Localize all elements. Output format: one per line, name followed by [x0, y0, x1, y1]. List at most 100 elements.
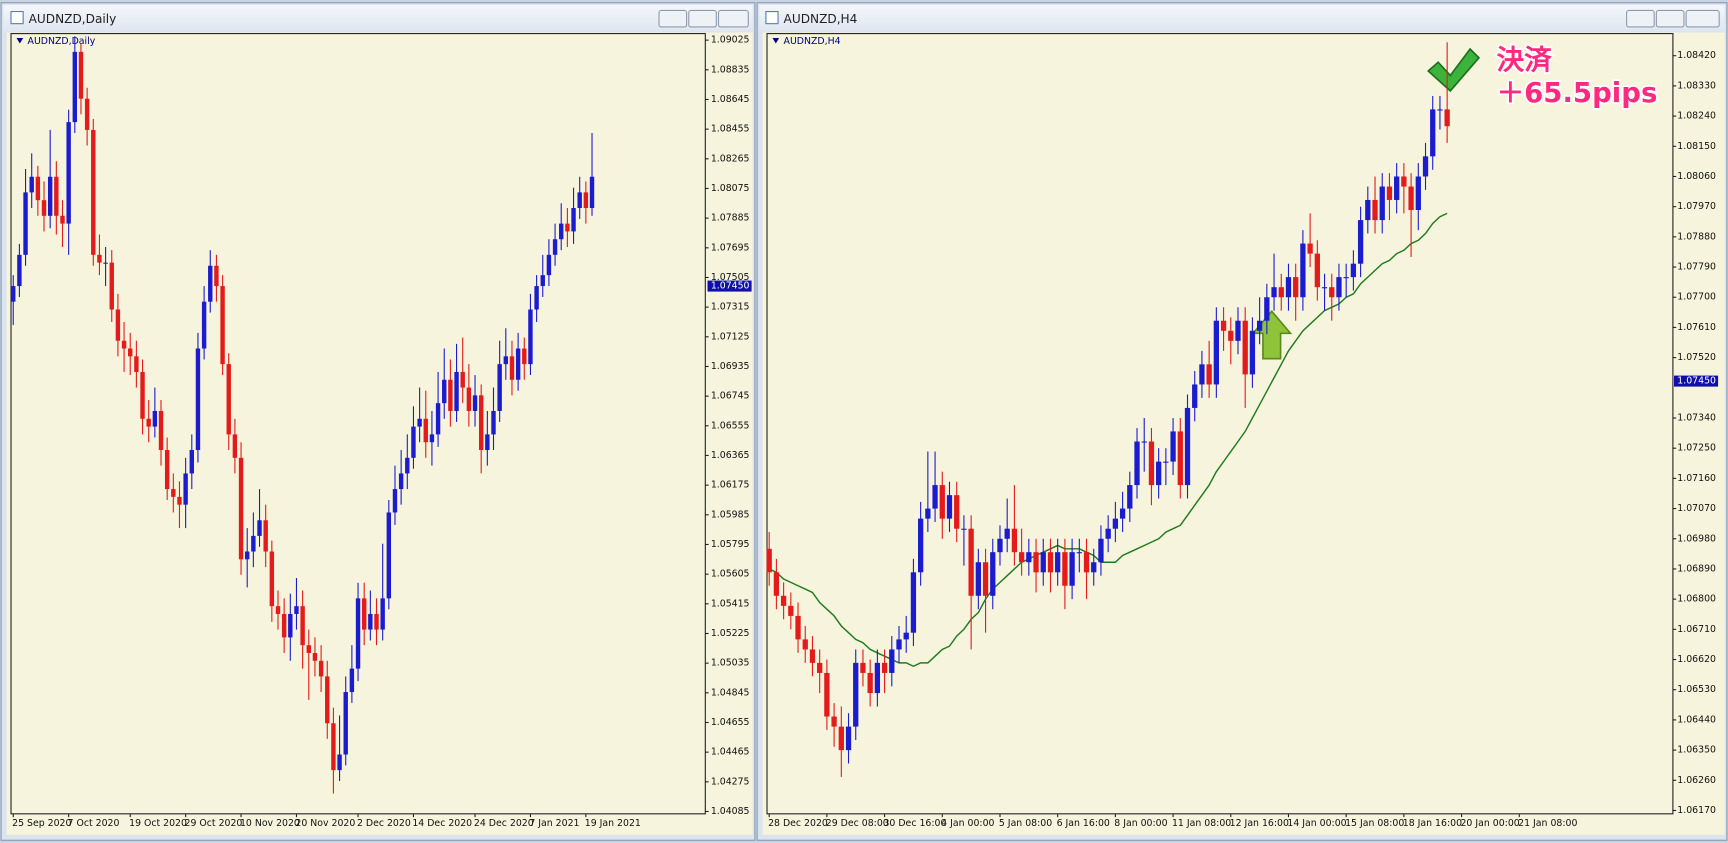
close-button[interactable] [1685, 9, 1720, 28]
candle-body [1026, 552, 1032, 563]
candle-body [47, 176, 53, 216]
x-tick-label: 28 Dec 2020 [768, 818, 828, 829]
candle-body [140, 371, 145, 419]
candle-body [997, 538, 1003, 553]
candle-body [275, 606, 281, 614]
annotation: 決済 [1497, 44, 1553, 76]
candle-body [1408, 186, 1414, 211]
candle-body [423, 418, 428, 443]
y-tick-label: 1.08455 [711, 124, 750, 135]
candle-body [1177, 431, 1183, 486]
candle-body [171, 489, 176, 497]
maximize-button[interactable] [1655, 9, 1685, 28]
y-tick-label: 1.06555 [711, 420, 750, 431]
candle-body [72, 51, 78, 123]
x-tick-label: 24 Dec 2020 [474, 818, 534, 829]
x-tick-label: 15 Jan 08:00 [1345, 818, 1404, 829]
candle-body [1091, 562, 1097, 573]
y-tick-label: 1.05605 [711, 569, 750, 580]
candle-body [845, 726, 852, 751]
candle-body [954, 495, 960, 529]
candle-body [337, 754, 342, 771]
candle-body [1192, 384, 1198, 408]
current-price-label: 1.07450 [1677, 376, 1716, 387]
candle-body [1343, 277, 1349, 279]
candle-body [910, 572, 917, 633]
candle-body [1220, 320, 1227, 331]
candle-body [1386, 186, 1393, 200]
y-tick-label: 1.08420 [1677, 50, 1716, 61]
candle-body [158, 410, 164, 451]
candle-body [361, 598, 367, 630]
candle-body [1430, 109, 1436, 157]
maximize-button[interactable] [688, 9, 717, 28]
candle-body [1437, 109, 1443, 111]
candle-body [245, 551, 250, 560]
candle-body [589, 176, 595, 208]
y-tick-label: 1.06745 [711, 391, 750, 402]
candle-body [164, 450, 170, 490]
candle-body [1141, 441, 1147, 443]
candle-body [889, 649, 895, 673]
y-tick-label: 1.08330 [1677, 80, 1716, 91]
y-tick-label: 1.08240 [1677, 111, 1716, 122]
candle-body [466, 387, 472, 411]
candle-body [288, 613, 293, 638]
candle-body [1372, 199, 1378, 221]
candle-body [534, 286, 539, 310]
y-tick-label: 1.05225 [711, 628, 750, 639]
y-tick-label: 1.06175 [711, 480, 750, 491]
candle-body [1105, 528, 1111, 539]
y-tick-label: 1.06620 [1677, 654, 1716, 665]
candle-body [903, 632, 909, 640]
candle-body [824, 672, 830, 717]
candle-body [472, 395, 478, 411]
candle-body [583, 192, 589, 208]
candle-body [1134, 441, 1140, 486]
candle-body [435, 403, 441, 435]
x-tick-label: 4 Jan 00:00 [941, 818, 994, 829]
y-tick-label: 1.05035 [711, 658, 750, 669]
candle-body [1076, 552, 1082, 554]
minimize-button[interactable] [658, 9, 688, 28]
candle-body [318, 660, 324, 677]
x-tick-label: 14 Jan 00:00 [1287, 818, 1346, 829]
candle-body [809, 649, 816, 663]
y-tick-label: 1.08835 [711, 64, 750, 75]
candle-body [398, 473, 404, 490]
candle-body [577, 192, 582, 208]
minimize-button[interactable] [1626, 9, 1655, 28]
candle-body [1422, 156, 1429, 177]
y-tick-label: 1.07505 [711, 272, 750, 283]
candle-body [1011, 528, 1018, 553]
candle-body [146, 418, 151, 427]
candle-body [853, 662, 859, 727]
candle-body [1264, 297, 1270, 321]
x-tick-label: 2 Dec 2020 [357, 818, 411, 829]
candle-body [238, 457, 244, 560]
window-title: AUDNZD,H4 [784, 12, 858, 26]
candle-body [881, 662, 888, 673]
y-tick-label: 1.07070 [1677, 503, 1716, 514]
chart-menu-arrow [772, 37, 780, 44]
close-button[interactable] [717, 9, 749, 28]
y-tick-label: 1.07880 [1677, 231, 1716, 242]
candle-body [571, 207, 576, 232]
candle-body [91, 129, 96, 255]
candle-body [838, 726, 844, 751]
candle-body [183, 473, 188, 505]
candle-body [1040, 552, 1046, 573]
y-tick-label: 1.06710 [1677, 624, 1716, 635]
chart-background [6, 32, 753, 835]
window-icon [10, 10, 24, 25]
candle-body [208, 265, 213, 302]
candle-body [1127, 485, 1133, 509]
candle-body [1379, 186, 1385, 221]
candle-body [491, 410, 496, 435]
candle-body [802, 639, 808, 650]
x-tick-label: 7 Oct 2020 [68, 818, 120, 829]
plots: 1.09025 1.08835 1.08645 1.08455 1.08265 1.080… [11, 35, 1719, 829]
candle-body [1256, 320, 1263, 331]
